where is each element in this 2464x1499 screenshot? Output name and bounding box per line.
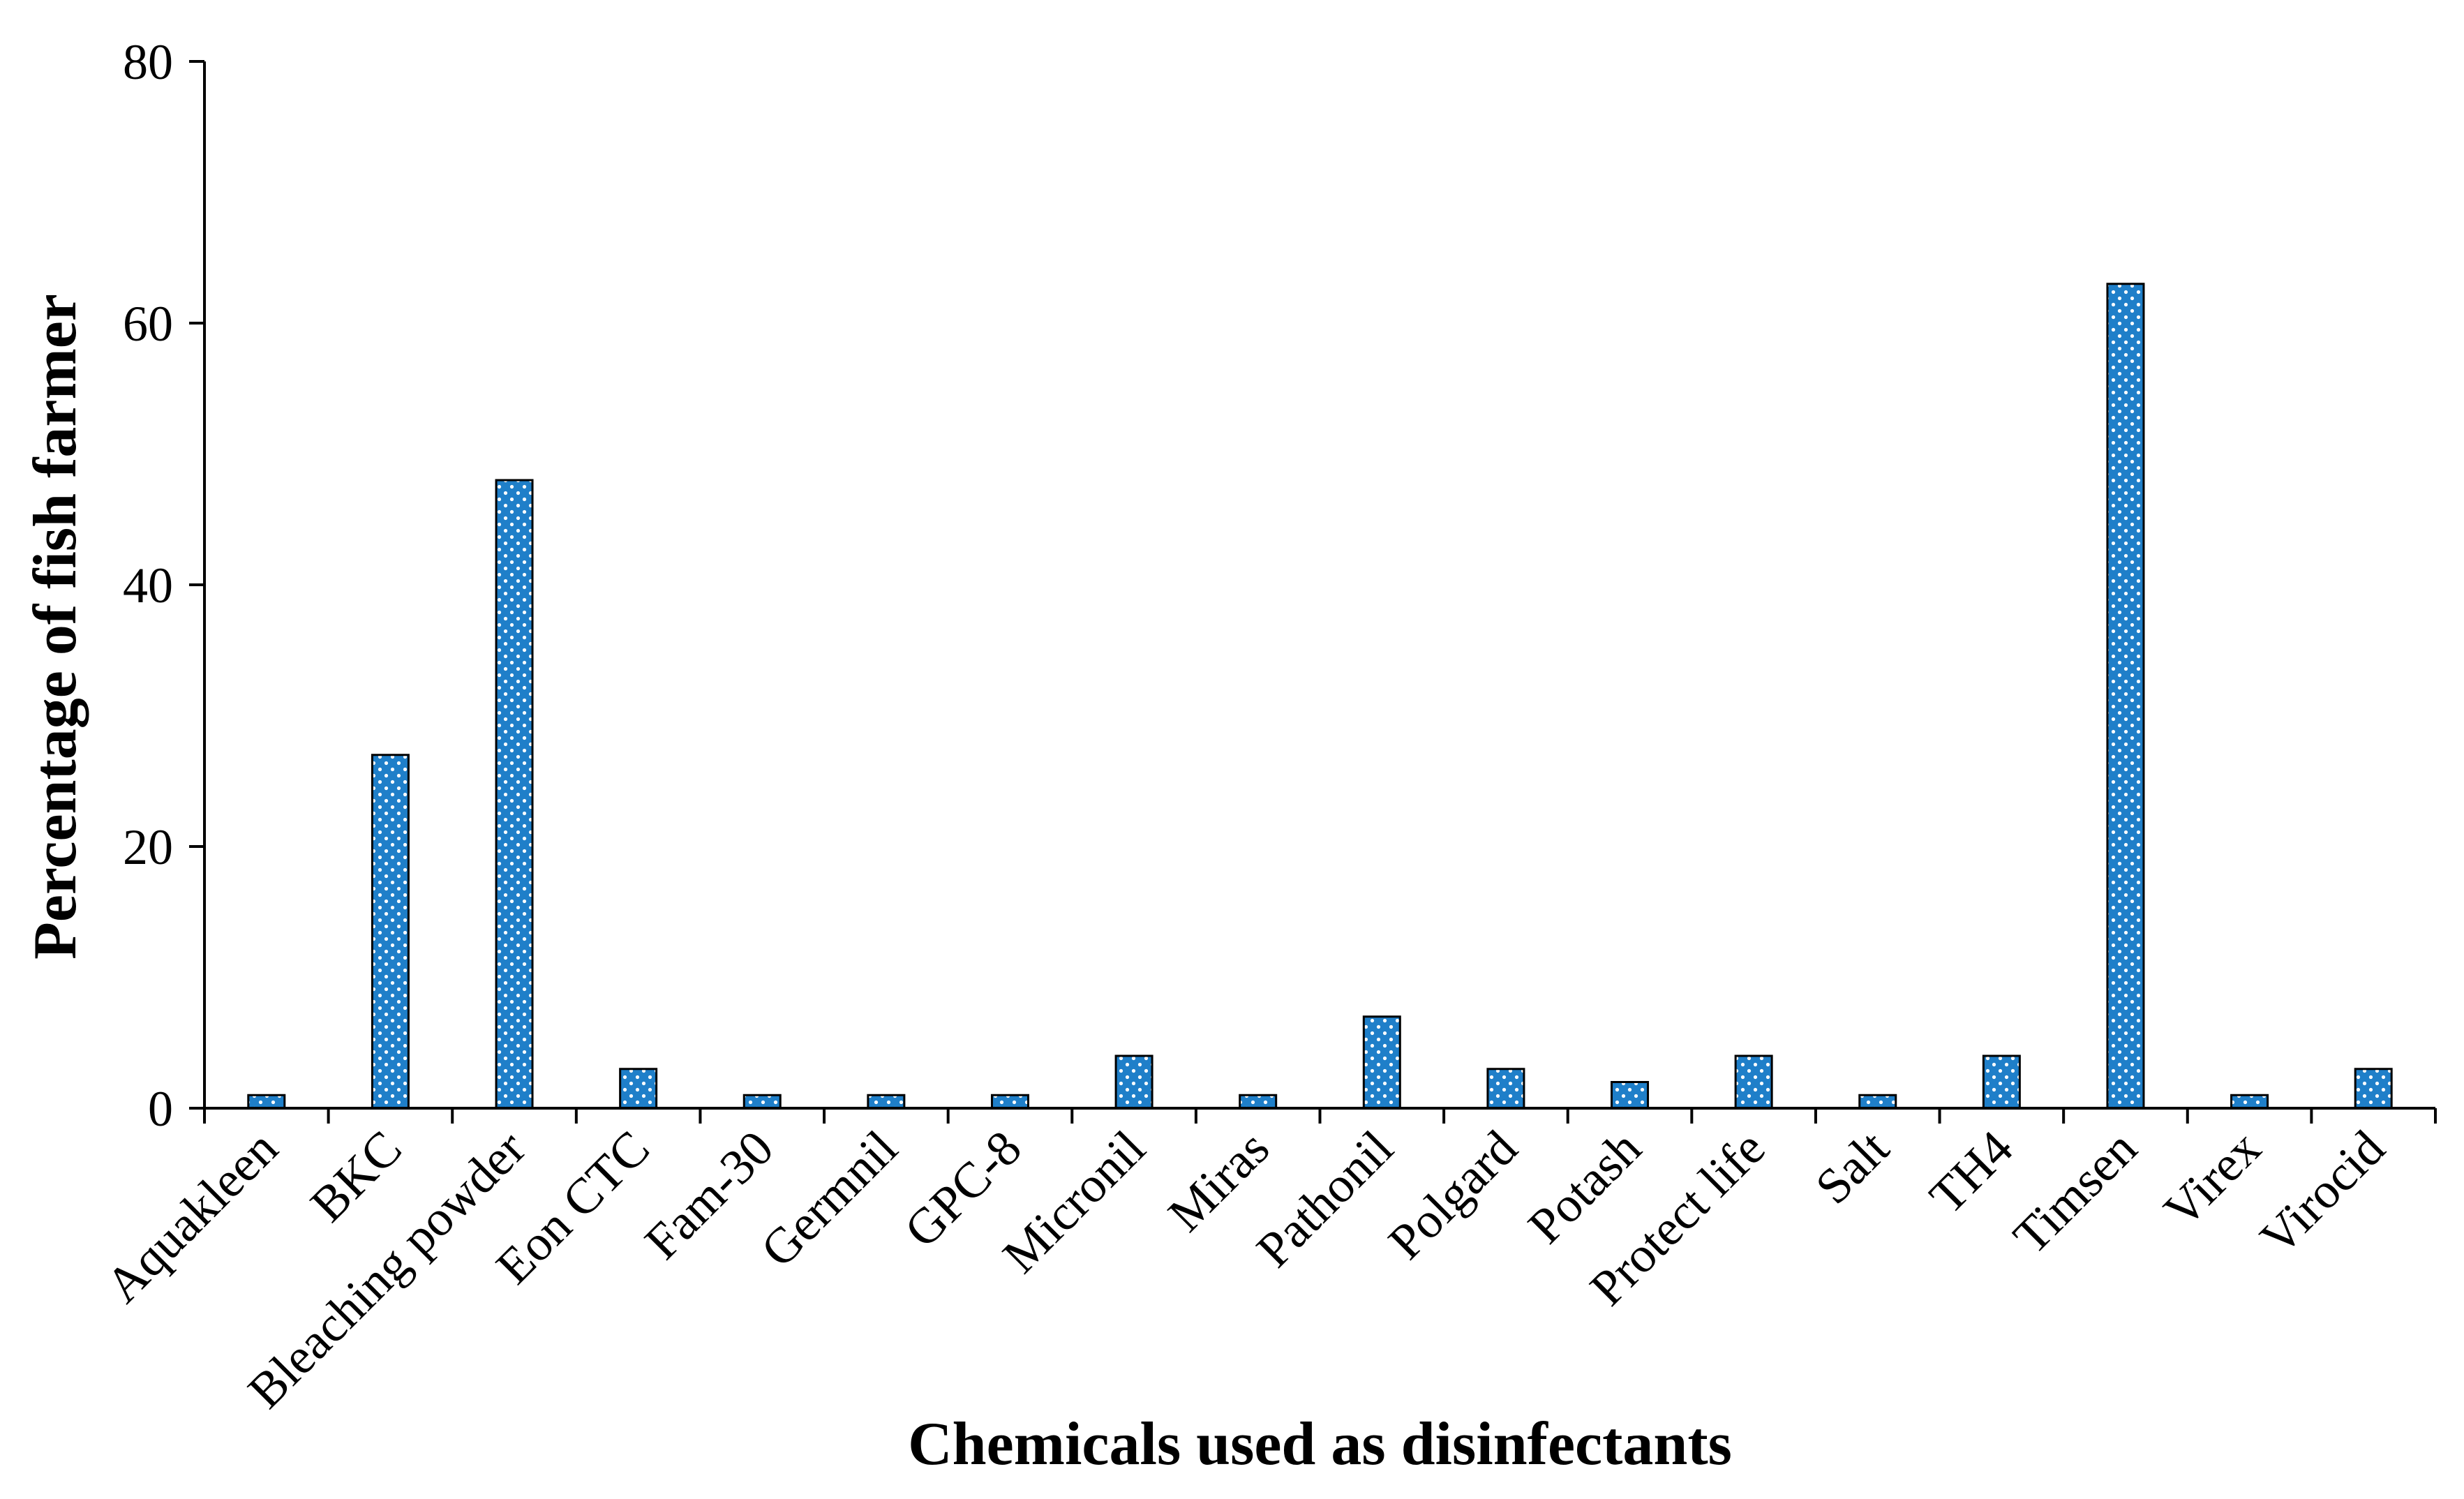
y-axis-title: Percentage of fish farmer [22,294,89,960]
x-tick-label: Virocid [2249,1120,2395,1266]
bars-layer [247,283,2393,1110]
bar-miras [1239,1094,1278,1110]
bar-th4 [1982,1054,2021,1110]
bar-micronil [1114,1054,1153,1110]
bar-fam-30 [742,1094,782,1110]
x-tick-label: Timsen [2003,1120,2147,1265]
x-tick-label: Virex [2153,1120,2271,1238]
bar-bleaching-powder [495,479,534,1110]
y-tick-label: 20 [123,819,173,875]
bar-aquakleen [247,1094,286,1110]
x-tick-label: TH4 [1919,1120,2024,1225]
bar-virex [2230,1094,2269,1110]
x-tick-label: Salt [1805,1120,1899,1215]
bar-salt [1858,1094,1897,1110]
x-tick-label: Aquakleen [95,1120,288,1313]
y-tick-label: 0 [148,1081,173,1137]
bar-virocid [2354,1068,2393,1110]
x-tick-label: Germnil [750,1120,908,1278]
y-tick-label: 80 [123,34,173,90]
bar-gpc-8 [990,1094,1029,1110]
bar-eon-ctc [619,1068,658,1110]
bar-timsen [2106,283,2145,1110]
bar-polgard [1486,1068,1525,1110]
y-tick-label: 40 [123,558,173,613]
bar-germnil [867,1094,906,1110]
bar-pathonil [1362,1015,1401,1110]
y-tick-label: 60 [123,296,173,352]
axes-layer [189,60,2437,1124]
bar-protect-life [1734,1054,1773,1110]
x-tick-label: Pathonil [1246,1120,1403,1278]
x-tick-label: BKC [299,1120,412,1232]
x-tick-label: Polgard [1377,1120,1528,1270]
bar-potash [1611,1081,1650,1110]
x-axis-title: Chemicals used as disinfectants [908,1410,1732,1478]
bar-bkc [371,754,410,1110]
